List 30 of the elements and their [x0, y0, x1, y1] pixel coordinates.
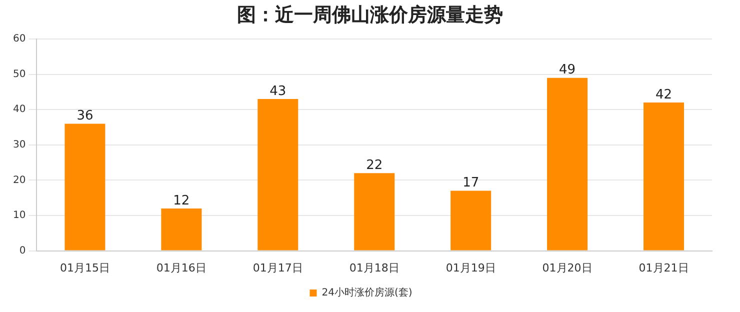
- x-tick-label: 01月20日: [542, 261, 592, 274]
- data-label: 36: [76, 108, 94, 124]
- data-label: 42: [655, 87, 672, 102]
- bar: [258, 99, 298, 250]
- x-tick-label: 01月15日: [60, 261, 110, 274]
- data-label: 17: [462, 176, 480, 191]
- chart-title: 图：近一周佛山涨价房源量走势: [236, 3, 504, 28]
- bar: [354, 173, 395, 250]
- bar: [644, 102, 684, 250]
- data-label: 12: [173, 193, 190, 208]
- x-tick-label: 01月16日: [156, 261, 206, 274]
- legend-label: 24小时涨价房源(套): [322, 286, 412, 299]
- x-tick-label: 01月19日: [446, 261, 496, 274]
- y-tick-label: 60: [12, 34, 26, 45]
- x-tick-label: 01月21日: [638, 261, 689, 274]
- bar: [450, 190, 492, 250]
- y-tick-label: 30: [12, 139, 26, 150]
- bar: [161, 208, 202, 250]
- y-tick-label: 10: [12, 210, 26, 222]
- y-tick-label: 20: [12, 174, 26, 186]
- data-label: 49: [559, 62, 576, 78]
- x-tick-label: 01月18日: [349, 261, 400, 274]
- bar: [64, 124, 106, 250]
- data-label: 43: [270, 84, 286, 99]
- y-tick-label: 40: [12, 104, 26, 116]
- y-tick-label: 50: [12, 68, 26, 80]
- bar: [547, 78, 588, 250]
- y-tick-label: 0: [19, 245, 26, 256]
- data-label: 22: [366, 158, 383, 174]
- x-tick-label: 01月17日: [252, 261, 303, 274]
